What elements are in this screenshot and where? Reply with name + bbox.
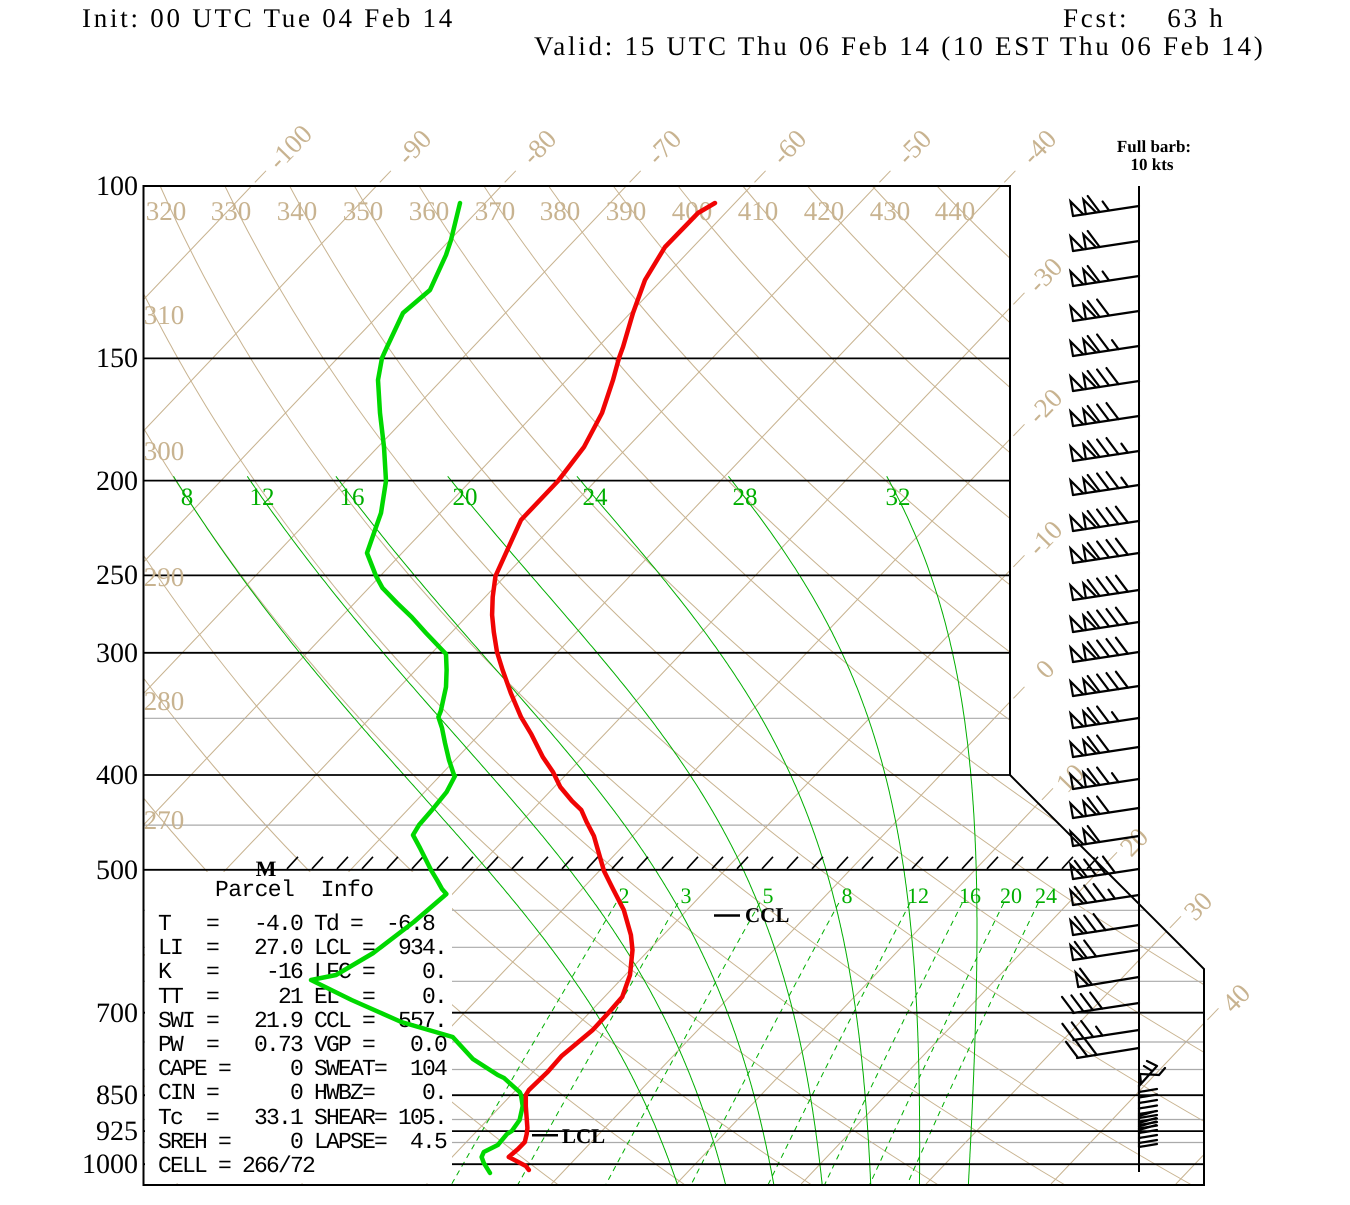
svg-text:250: 250 [96,560,138,591]
svg-text:LI = 27.0 LCL = 934.: LI = 27.0 LCL = 934. [158,935,446,961]
svg-text:Tc = 33.1 SHEAR= 105.: Tc = 33.1 SHEAR= 105. [158,1105,446,1131]
svg-text:700: 700 [96,998,138,1029]
svg-text:PW = 0.73 VGP = 0.0: PW = 0.73 VGP = 0.0 [158,1032,447,1058]
svg-text:100: 100 [96,171,138,202]
svg-text:850: 850 [96,1080,138,1111]
svg-text:300: 300 [96,638,138,669]
svg-text:16: 16 [340,484,365,511]
svg-text:430: 430 [870,196,911,226]
svg-text:M: M [256,856,277,881]
svg-text:330: 330 [211,196,252,226]
svg-text:24: 24 [583,484,609,511]
svg-text:340: 340 [277,196,318,226]
svg-text:200: 200 [96,466,138,497]
svg-text:8: 8 [181,484,194,511]
svg-text:12: 12 [250,484,275,511]
svg-text:440: 440 [935,196,976,226]
svg-text:20: 20 [1000,883,1022,908]
svg-text:310: 310 [144,300,185,330]
svg-text:150: 150 [96,343,138,374]
svg-text:Full barb:: Full barb: [1117,137,1191,156]
svg-text:360: 360 [409,196,450,226]
svg-text:500: 500 [96,855,138,886]
svg-text:CAPE = 0 SWEAT= 104: CAPE = 0 SWEAT= 104 [158,1056,447,1082]
svg-text:10 kts: 10 kts [1131,155,1174,174]
svg-text:320: 320 [146,196,187,226]
svg-text:300: 300 [144,436,185,466]
svg-text:2: 2 [619,883,630,908]
svg-text:CELL = 266/72: CELL = 266/72 [158,1153,315,1179]
svg-text:Fcst: 63 h: Fcst: 63 h [1063,3,1226,33]
svg-text:24: 24 [1035,883,1057,908]
svg-text:T = -4.0 Td = -6.8: T = -4.0 Td = -6.8 [158,911,435,937]
svg-text:280: 280 [144,686,185,716]
svg-text:20: 20 [453,484,478,511]
svg-text:380: 380 [540,196,581,226]
svg-text:LCL: LCL [562,1124,605,1148]
svg-text:5: 5 [763,883,774,908]
svg-text:K = -16 LFC = 0.: K = -16 LFC = 0. [158,959,446,985]
svg-text:28: 28 [733,484,758,511]
svg-text:CIN = 0 HWBZ= 0.: CIN = 0 HWBZ= 0. [158,1080,446,1106]
svg-text:Init: 00 UTC Tue 04 Feb 14: Init: 00 UTC Tue 04 Feb 14 [82,3,455,33]
svg-text:420: 420 [804,196,845,226]
svg-text:CCL: CCL [745,903,789,927]
svg-text:290: 290 [144,562,185,592]
svg-text:8: 8 [842,883,853,908]
svg-text:925: 925 [96,1116,138,1147]
svg-text:SREH = 0 LAPSE= 4.5: SREH = 0 LAPSE= 4.5 [158,1129,447,1155]
svg-text:32: 32 [886,484,911,511]
svg-text:3: 3 [681,883,692,908]
svg-text:370: 370 [475,196,516,226]
svg-text:400: 400 [96,760,138,791]
svg-text:TT = 21 EL = 0.: TT = 21 EL = 0. [158,984,446,1010]
svg-text:270: 270 [144,805,185,835]
svg-text:410: 410 [738,196,779,226]
svg-text:350: 350 [343,196,384,226]
svg-text:Valid: 15 UTC Thu 06 Feb 14 (1: Valid: 15 UTC Thu 06 Feb 14 (10 EST Thu … [534,31,1266,61]
svg-text:12: 12 [907,883,929,908]
svg-text:16: 16 [959,883,981,908]
svg-text:390: 390 [606,196,647,226]
svg-text:1000: 1000 [82,1149,138,1180]
svg-text:Parcel Info: Parcel Info [215,877,373,903]
